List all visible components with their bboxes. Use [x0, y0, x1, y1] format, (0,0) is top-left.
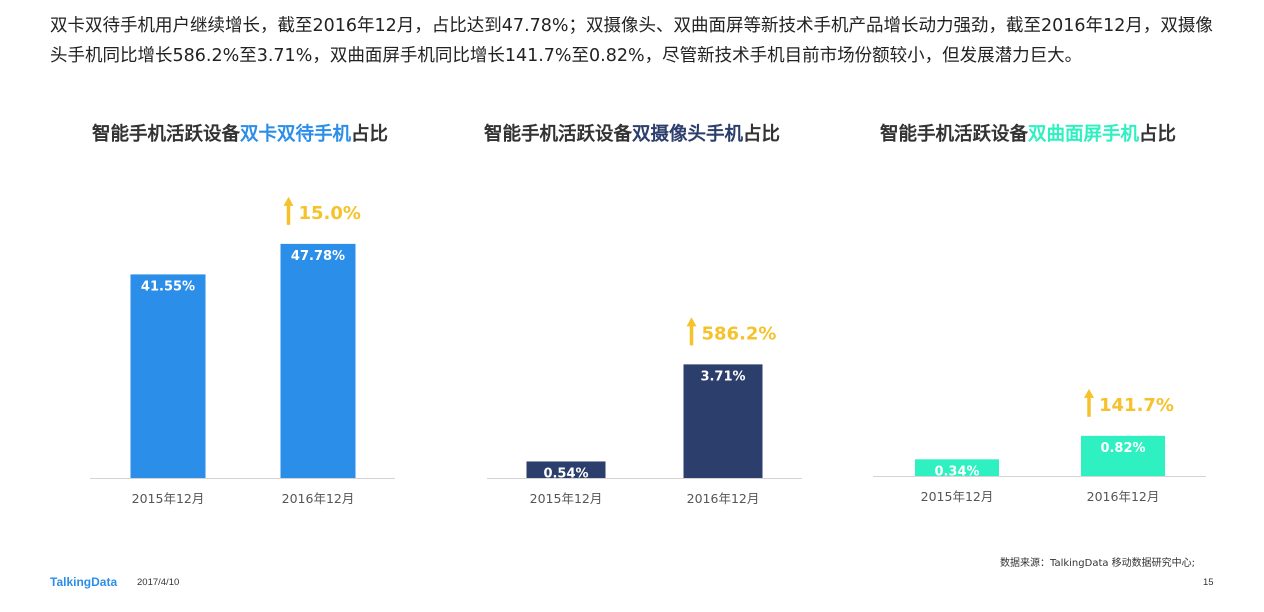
chart-title-suffix: 占比: [351, 124, 389, 145]
growth-arrow-head: [283, 196, 294, 206]
bar: [1081, 435, 1165, 476]
data-source-note: 数据来源：TalkingData 移动数据研究中心;: [1000, 558, 1196, 569]
x-tick-label: 2015年12月: [921, 489, 994, 504]
curved-screen-bar-chart: 0.34% 2015年12月 0.82% 2016年12月 141.7%: [873, 388, 1206, 504]
x-tick-label: 2015年12月: [132, 491, 205, 506]
chart-title-dual-sim: 智能手机活跃设备双卡双待手机占比: [92, 120, 388, 146]
chart-title-highlight: 双卡双待手机: [240, 124, 352, 145]
chart-title-dual-camera: 智能手机活跃设备双摄像头手机占比: [484, 120, 780, 146]
bar-value-label: 0.82%: [1100, 441, 1145, 456]
dual-camera-bar-chart: 0.54% 2015年12月 3.71% 2016年12月 586.2%: [487, 317, 802, 506]
chart-title-prefix: 智能手机活跃设备: [484, 124, 633, 145]
chart-title-highlight: 双曲面屏手机: [1028, 124, 1140, 145]
bar-value-label: 47.78%: [291, 249, 345, 264]
bar: [683, 364, 763, 478]
chart-title-curved-screen: 智能手机活跃设备双曲面屏手机占比: [880, 120, 1176, 146]
bar: [280, 243, 356, 478]
bar-value-label: 41.55%: [141, 279, 195, 294]
growth-label: 586.2%: [702, 323, 777, 344]
bar: [526, 461, 606, 478]
chart-title-prefix: 智能手机活跃设备: [880, 124, 1029, 145]
x-tick-label: 2015年12月: [530, 491, 603, 506]
growth-arrow-head: [1084, 388, 1094, 398]
growth-arrow: [686, 317, 697, 346]
page-number: 15: [1203, 577, 1214, 588]
bar: [130, 274, 206, 478]
report-date: 2017/4/10: [137, 577, 180, 588]
bar-value-label: 3.71%: [700, 369, 745, 384]
chart-title-suffix: 占比: [1139, 124, 1177, 145]
x-tick-label: 2016年12月: [687, 491, 760, 506]
bar: [915, 459, 999, 476]
x-tick-label: 2016年12月: [1087, 489, 1160, 504]
growth-arrow: [283, 196, 294, 225]
intro-paragraph: 双卡双待手机用户继续增长，截至2016年12月，占比达到47.78%；双摄像头、…: [50, 16, 1213, 66]
chart-title-suffix: 占比: [743, 124, 781, 145]
bar-value-label: 0.54%: [543, 466, 588, 481]
growth-arrow-head: [686, 317, 697, 327]
chart-title-highlight: 双摄像头手机: [632, 124, 744, 145]
growth-arrow: [1084, 388, 1094, 417]
growth-label: 141.7%: [1099, 395, 1174, 416]
bar-value-label: 0.34%: [934, 464, 979, 479]
dual-sim-bar-chart: 41.55% 2015年12月 47.78% 2016年12月 15.0%: [90, 196, 395, 506]
x-tick-label: 2016年12月: [282, 491, 355, 506]
chart-title-prefix: 智能手机活跃设备: [92, 124, 241, 145]
talkingdata-logo: TalkingData: [50, 575, 118, 589]
growth-label: 15.0%: [299, 203, 361, 224]
